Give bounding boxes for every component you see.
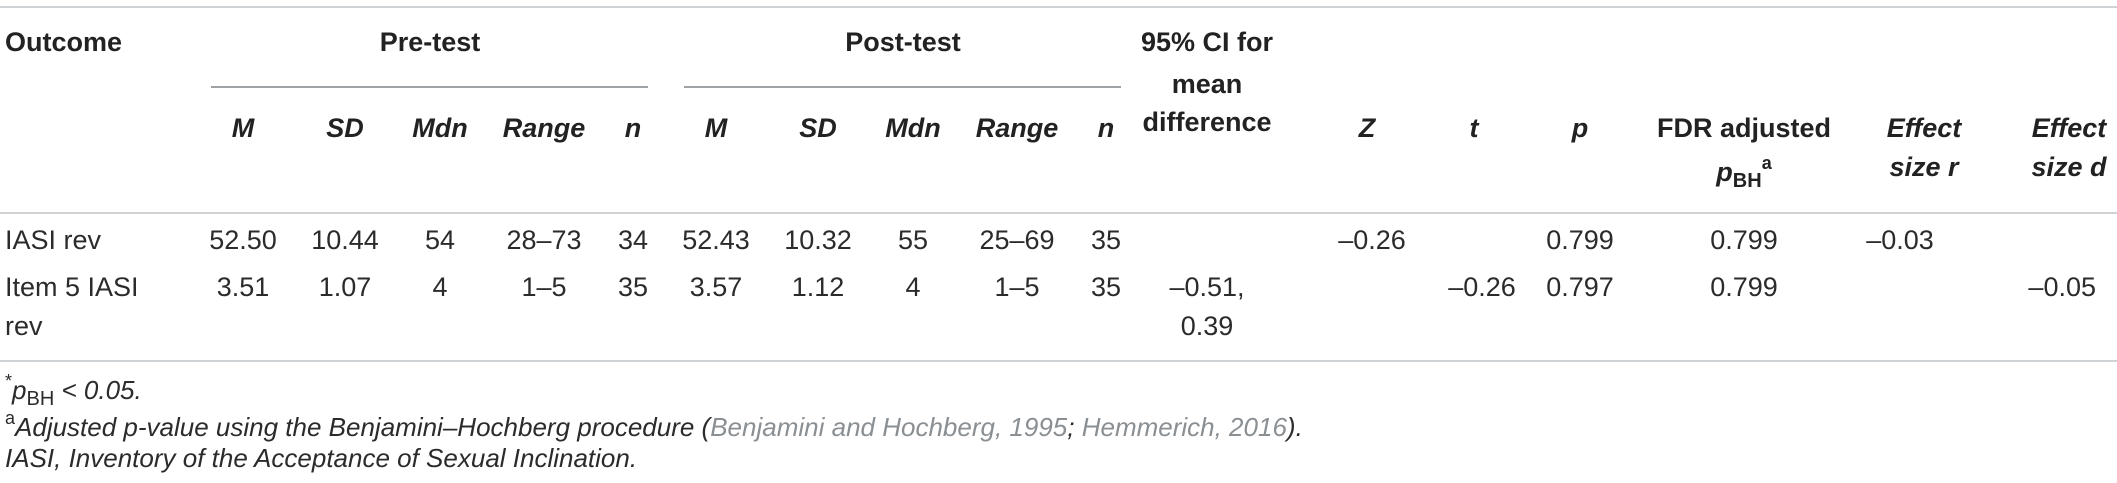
cell-post-n: 35 [1090, 225, 1122, 255]
cell-pre-m: 3.51 [216, 272, 270, 302]
cell-ci-line2: 0.39 [1180, 311, 1234, 341]
cell-pre-n: 34 [617, 225, 649, 255]
header-bottom-rule [0, 212, 2117, 214]
cell-p: 0.799 [1546, 225, 1614, 255]
cell-post-m: 3.57 [689, 272, 743, 302]
header-z: Z [1358, 113, 1376, 143]
header-t: t [1469, 113, 1479, 143]
header-outcome: Outcome [5, 27, 123, 57]
header-pre-m: M [231, 113, 255, 143]
header-pre-range: Range [502, 113, 586, 143]
header-effect-r-line2: size r [1889, 152, 1959, 182]
citation-link-hemmerich[interactable]: Hemmerich, 2016 [1081, 412, 1287, 442]
header-fdr-sup: a [1761, 153, 1772, 173]
post-test-group-rule [684, 86, 1121, 88]
cell-outcome-line2: rev [5, 311, 43, 341]
header-effect-r-line1: Effect [1886, 113, 1962, 143]
cell-post-range: 1–5 [994, 272, 1040, 302]
header-ci-line2: mean [1171, 69, 1243, 99]
cell-ci-line1: –0.51, [1169, 272, 1245, 302]
header-post-test: Post-test [845, 27, 961, 57]
cell-pre-mdn: 4 [432, 272, 448, 302]
cell-effect-d: –0.05 [2028, 272, 2096, 302]
header-effect-d-line2: size d [2031, 152, 2107, 182]
footnote-a-marker: a [5, 408, 16, 428]
cell-pre-sd: 1.07 [318, 272, 372, 302]
header-pre-sd: SD [326, 113, 364, 143]
cell-pre-n: 35 [617, 272, 649, 302]
cell-post-n: 35 [1090, 272, 1122, 302]
cell-outcome-line1: Item 5 IASI [5, 272, 139, 302]
cell-post-sd: 1.12 [791, 272, 845, 302]
cell-pre-mdn: 54 [424, 225, 456, 255]
cell-p: 0.797 [1546, 272, 1614, 302]
cell-pre-sd: 10.44 [311, 225, 379, 255]
cell-post-mdn: 55 [897, 225, 929, 255]
header-post-range: Range [975, 113, 1059, 143]
header-p: p [1571, 113, 1589, 143]
pre-test-group-rule [211, 86, 648, 88]
table-top-rule [0, 6, 2117, 8]
cell-effect-r: –0.03 [1866, 225, 1934, 255]
header-post-sd: SD [799, 113, 837, 143]
footnote-a-end: ). [1286, 412, 1303, 442]
cell-t: –0.26 [1448, 272, 1516, 302]
citation-link-benjamini[interactable]: Benjamini and Hochberg, 1995 [710, 412, 1068, 442]
header-fdr-sub: BH [1732, 170, 1762, 192]
header-post-m: M [704, 113, 728, 143]
footnote-adjusted: aAdjusted p-value using the Benjamini–Ho… [5, 409, 1303, 440]
cell-outcome: IASI rev [5, 225, 102, 255]
table-bottom-rule [0, 360, 2117, 362]
footnote-a-separator: ; [1067, 412, 1082, 442]
footnote-star-sub: BH [26, 388, 55, 410]
header-pre-n: n [624, 113, 642, 143]
cell-pre-range: 1–5 [521, 272, 567, 302]
header-post-n: n [1097, 113, 1115, 143]
header-fdr-line1: FDR adjusted [1656, 113, 1832, 143]
header-pre-test: Pre-test [379, 27, 481, 57]
footnote-a-text: Adjusted p-value using the Benjamini–Hoc… [15, 412, 711, 442]
header-fdr-p: p [1716, 157, 1733, 187]
cell-fdr: 0.799 [1710, 272, 1778, 302]
footnote-abbreviation: IASI, Inventory of the Acceptance of Sex… [5, 443, 638, 473]
header-effect-d-line1: Effect [2031, 113, 2107, 143]
cell-pre-range: 28–73 [506, 225, 582, 255]
header-post-mdn: Mdn [885, 113, 941, 143]
footnote-star-rest: < 0.05. [54, 375, 142, 405]
header-fdr-line2: pBHa [1716, 154, 1771, 191]
footnote-significance: *pBH < 0.05. [5, 372, 142, 409]
footnote-star-p: p [12, 375, 27, 405]
cell-post-mdn: 4 [905, 272, 921, 302]
footnote-star: * [5, 371, 13, 391]
cell-fdr: 0.799 [1710, 225, 1778, 255]
header-ci-line3: difference [1142, 107, 1272, 137]
header-ci-line1: 95% CI for [1140, 27, 1274, 57]
cell-post-m: 52.43 [682, 225, 750, 255]
cell-pre-m: 52.50 [209, 225, 277, 255]
header-pre-mdn: Mdn [412, 113, 468, 143]
cell-post-sd: 10.32 [784, 225, 852, 255]
cell-z: –0.26 [1338, 225, 1406, 255]
cell-post-range: 25–69 [979, 225, 1055, 255]
